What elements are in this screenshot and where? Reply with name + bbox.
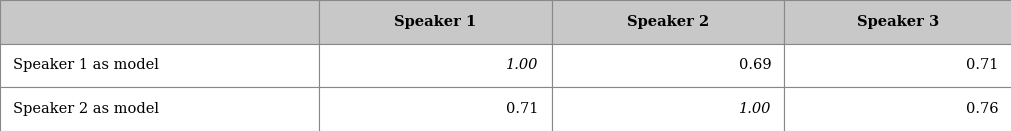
Bar (551, 0, 784, 44)
Text: 0.69: 0.69 (738, 59, 770, 72)
Bar (318, 44, 551, 87)
Text: Speaker 1: Speaker 1 (393, 15, 476, 29)
Bar (784, 0, 1011, 44)
Text: Speaker 2: Speaker 2 (626, 15, 709, 29)
Bar (0, 87, 318, 131)
Bar (551, 44, 784, 87)
Text: Speaker 1 as model: Speaker 1 as model (13, 59, 159, 72)
Bar (318, 0, 551, 44)
Text: 0.71: 0.71 (966, 59, 998, 72)
Text: Speaker 3: Speaker 3 (856, 15, 938, 29)
Bar (551, 87, 784, 131)
Text: 1.00: 1.00 (738, 102, 770, 116)
Bar (0, 0, 318, 44)
Bar (0, 44, 318, 87)
Text: Speaker 2 as model: Speaker 2 as model (13, 102, 159, 116)
Bar (318, 87, 551, 131)
Text: 0.76: 0.76 (966, 102, 998, 116)
Bar (784, 44, 1011, 87)
Text: 0.71: 0.71 (506, 102, 538, 116)
Bar (784, 87, 1011, 131)
Text: 1.00: 1.00 (506, 59, 538, 72)
